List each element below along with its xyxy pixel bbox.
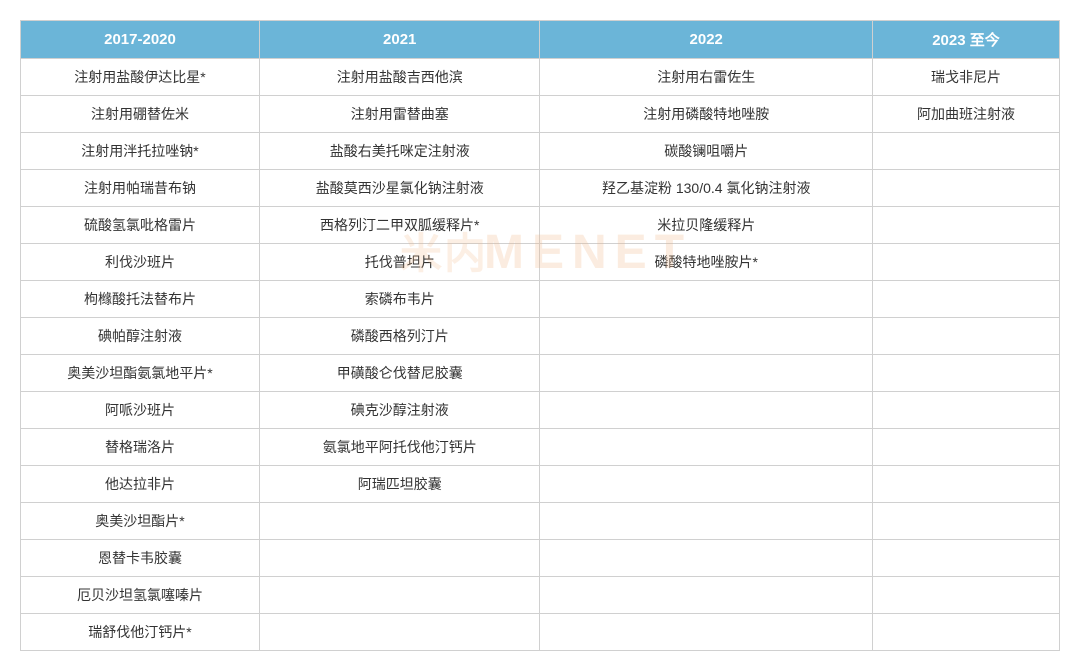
table-cell: 注射用泮托拉唑钠* [21, 133, 260, 170]
table-cell: 羟乙基淀粉 130/0.4 氯化钠注射液 [540, 170, 872, 207]
table-cell: 注射用帕瑞昔布钠 [21, 170, 260, 207]
table-cell [872, 466, 1059, 503]
header-col-4: 2023 至今 [872, 21, 1059, 59]
table-cell [872, 133, 1059, 170]
table-cell: 西格列汀二甲双胍缓释片* [259, 207, 540, 244]
table-cell [540, 392, 872, 429]
table-cell: 盐酸莫西沙星氯化钠注射液 [259, 170, 540, 207]
table-cell: 磷酸西格列汀片 [259, 318, 540, 355]
table-cell: 注射用右雷佐生 [540, 59, 872, 96]
table-row: 碘帕醇注射液磷酸西格列汀片 [21, 318, 1060, 355]
table-cell: 奥美沙坦酯氨氯地平片* [21, 355, 260, 392]
table-cell [872, 355, 1059, 392]
table-cell: 枸橼酸托法替布片 [21, 281, 260, 318]
table-row: 替格瑞洛片氨氯地平阿托伐他汀钙片 [21, 429, 1060, 466]
table-row: 枸橼酸托法替布片索磷布韦片 [21, 281, 1060, 318]
table-body: 注射用盐酸伊达比星*注射用盐酸吉西他滨注射用右雷佐生瑞戈非尼片注射用硼替佐米注射… [21, 59, 1060, 651]
table-cell: 注射用盐酸吉西他滨 [259, 59, 540, 96]
header-col-2: 2021 [259, 21, 540, 59]
header-col-1: 2017-2020 [21, 21, 260, 59]
table-cell: 甲磺酸仑伐替尼胶囊 [259, 355, 540, 392]
table-cell: 索磷布韦片 [259, 281, 540, 318]
table-cell: 碳酸镧咀嚼片 [540, 133, 872, 170]
table-cell [259, 614, 540, 651]
table-row: 奥美沙坦酯片* [21, 503, 1060, 540]
table-cell [872, 540, 1059, 577]
table-cell: 磷酸特地唑胺片* [540, 244, 872, 281]
table-row: 注射用硼替佐米注射用雷替曲塞注射用磷酸特地唑胺阿加曲班注射液 [21, 96, 1060, 133]
table-cell [259, 577, 540, 614]
table-cell: 米拉贝隆缓释片 [540, 207, 872, 244]
table-cell [872, 244, 1059, 281]
table-row: 硫酸氢氯吡格雷片西格列汀二甲双胍缓释片*米拉贝隆缓释片 [21, 207, 1060, 244]
table-cell: 注射用盐酸伊达比星* [21, 59, 260, 96]
table-cell: 利伐沙班片 [21, 244, 260, 281]
table-cell [540, 503, 872, 540]
table-row: 阿哌沙班片碘克沙醇注射液 [21, 392, 1060, 429]
table-cell: 恩替卡韦胶囊 [21, 540, 260, 577]
table-row: 利伐沙班片托伐普坦片磷酸特地唑胺片* [21, 244, 1060, 281]
table-cell [540, 355, 872, 392]
table-cell [872, 170, 1059, 207]
table-cell: 碘帕醇注射液 [21, 318, 260, 355]
table-cell: 注射用硼替佐米 [21, 96, 260, 133]
table-cell: 注射用磷酸特地唑胺 [540, 96, 872, 133]
table-cell [540, 466, 872, 503]
table-cell [872, 577, 1059, 614]
table-cell: 氨氯地平阿托伐他汀钙片 [259, 429, 540, 466]
table-cell: 阿瑞匹坦胶囊 [259, 466, 540, 503]
table-header-row: 2017-2020 2021 2022 2023 至今 [21, 21, 1060, 59]
header-col-3: 2022 [540, 21, 872, 59]
table-cell [540, 577, 872, 614]
table-cell: 盐酸右美托咪定注射液 [259, 133, 540, 170]
table-cell [872, 281, 1059, 318]
table-row: 注射用帕瑞昔布钠盐酸莫西沙星氯化钠注射液羟乙基淀粉 130/0.4 氯化钠注射液 [21, 170, 1060, 207]
drug-table-container: 米内MENET 2017-2020 2021 2022 2023 至今 注射用盐… [20, 20, 1060, 651]
table-row: 瑞舒伐他汀钙片* [21, 614, 1060, 651]
table-cell [540, 614, 872, 651]
table-cell [540, 318, 872, 355]
table-cell [259, 540, 540, 577]
table-cell: 注射用雷替曲塞 [259, 96, 540, 133]
table-cell: 碘克沙醇注射液 [259, 392, 540, 429]
table-row: 恩替卡韦胶囊 [21, 540, 1060, 577]
table-cell: 瑞戈非尼片 [872, 59, 1059, 96]
drug-table: 2017-2020 2021 2022 2023 至今 注射用盐酸伊达比星*注射… [20, 20, 1060, 651]
table-row: 奥美沙坦酯氨氯地平片*甲磺酸仑伐替尼胶囊 [21, 355, 1060, 392]
table-row: 厄贝沙坦氢氯噻嗪片 [21, 577, 1060, 614]
table-cell [872, 207, 1059, 244]
table-cell: 奥美沙坦酯片* [21, 503, 260, 540]
table-cell: 硫酸氢氯吡格雷片 [21, 207, 260, 244]
table-cell [872, 318, 1059, 355]
table-cell [872, 429, 1059, 466]
table-row: 注射用泮托拉唑钠*盐酸右美托咪定注射液碳酸镧咀嚼片 [21, 133, 1060, 170]
table-cell [540, 540, 872, 577]
table-cell [872, 503, 1059, 540]
table-cell: 替格瑞洛片 [21, 429, 260, 466]
table-cell: 阿加曲班注射液 [872, 96, 1059, 133]
table-cell: 瑞舒伐他汀钙片* [21, 614, 260, 651]
table-cell: 他达拉非片 [21, 466, 260, 503]
table-row: 他达拉非片阿瑞匹坦胶囊 [21, 466, 1060, 503]
table-cell: 托伐普坦片 [259, 244, 540, 281]
table-cell [540, 429, 872, 466]
table-cell: 厄贝沙坦氢氯噻嗪片 [21, 577, 260, 614]
table-cell [259, 503, 540, 540]
table-cell [540, 281, 872, 318]
table-cell [872, 614, 1059, 651]
table-row: 注射用盐酸伊达比星*注射用盐酸吉西他滨注射用右雷佐生瑞戈非尼片 [21, 59, 1060, 96]
table-cell [872, 392, 1059, 429]
table-cell: 阿哌沙班片 [21, 392, 260, 429]
